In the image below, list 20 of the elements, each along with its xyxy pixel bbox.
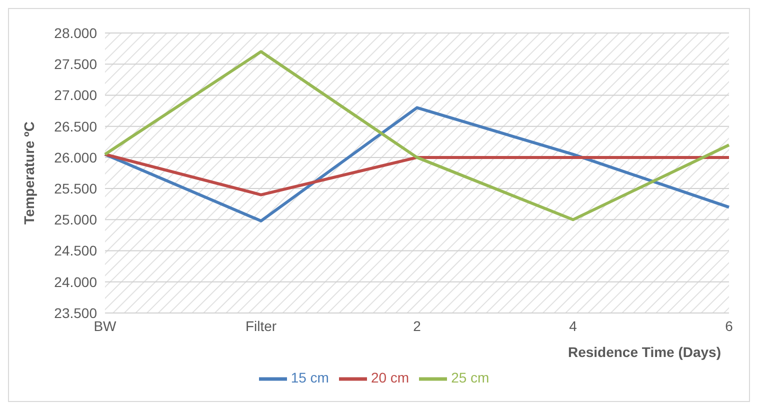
y-tick-label: 26.500 bbox=[54, 118, 98, 134]
y-tick-label: 27.500 bbox=[54, 56, 98, 72]
x-tick-label: 4 bbox=[569, 318, 578, 334]
y-tick-label: 24.500 bbox=[54, 242, 98, 259]
x-tick-label: Filter bbox=[245, 318, 277, 334]
y-tick-label: 28.000 bbox=[54, 24, 98, 41]
y-tick-label: 25.000 bbox=[54, 212, 98, 228]
legend-label: 20 cm bbox=[370, 370, 410, 386]
x-tick-label: 2 bbox=[413, 318, 422, 334]
x-tick-label: 6 bbox=[725, 318, 734, 334]
line-series bbox=[104, 106, 730, 222]
line-series bbox=[104, 50, 730, 222]
y-tick-label: 24.000 bbox=[54, 274, 98, 290]
y-tick-label: 27.000 bbox=[54, 87, 98, 104]
legend-label: 25 cm bbox=[451, 370, 490, 386]
y-axis-title: Temperature ºC bbox=[20, 122, 37, 224]
legend-label: 15 cm bbox=[290, 370, 329, 386]
y-tick-label: 25.500 bbox=[54, 180, 98, 197]
x-axis-title: Residence Time (Days) bbox=[568, 344, 721, 360]
y-tick-label: 26.000 bbox=[54, 149, 98, 166]
